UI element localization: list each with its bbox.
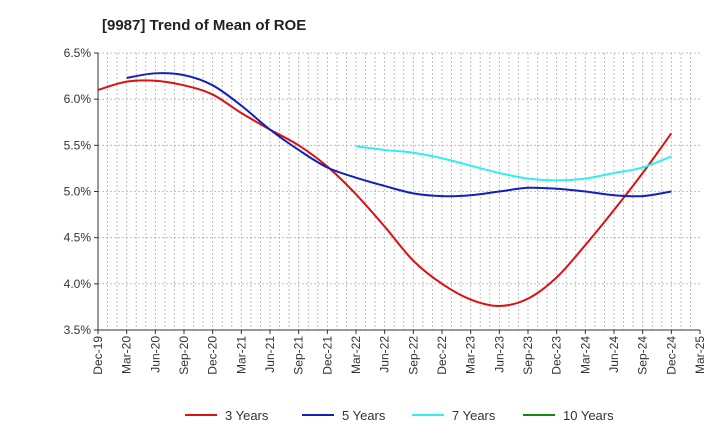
y-axis-ticks: 6.5% 6.0% 5.5% 5.0% 4.5% 4.0% 3.5% (64, 46, 98, 337)
x-tick-label: Sep-22 (406, 336, 420, 375)
y-tick-label: 5.5% (64, 138, 92, 152)
y-tick-label: 5.0% (64, 185, 92, 199)
legend: 3 Years 5 Years 7 Years 10 Years (185, 408, 614, 423)
y-tick-label: 4.5% (64, 231, 92, 245)
x-tick-label: Dec-24 (664, 336, 678, 375)
y-tick-label: 6.5% (64, 46, 92, 60)
x-tick-label: Mar-20 (120, 336, 134, 374)
x-tick-label: Dec-21 (320, 336, 334, 375)
x-tick-label: Dec-22 (435, 336, 449, 375)
legend-item-3: 10 Years (523, 408, 614, 423)
series-lines (97, 72, 673, 307)
chart-title: [9987] Trend of Mean of ROE (102, 17, 306, 34)
x-tick-label: Dec-19 (91, 336, 105, 375)
x-tick-label: Sep-23 (521, 336, 535, 375)
x-tick-label: Jun-24 (607, 336, 621, 373)
x-tick-label: Mar-22 (349, 336, 363, 374)
series-line-2 (355, 145, 672, 182)
legend-label: 5 Years (342, 408, 386, 423)
x-tick-label: Sep-20 (177, 336, 191, 375)
x-tick-label: Jun-20 (148, 336, 162, 373)
y-tick-label: 6.0% (64, 92, 92, 106)
legend-label: 10 Years (563, 408, 614, 423)
x-tick-label: Sep-24 (636, 336, 650, 375)
x-tick-label: Mar-24 (578, 336, 592, 374)
x-tick-label: Dec-23 (550, 336, 564, 375)
x-tick-label: Mar-25 (693, 336, 707, 374)
x-axis-ticks: Dec-19 Mar-20 Jun-20 Sep-20 Dec-20 Mar-21 Jun-… (91, 330, 707, 375)
y-tick-label: 3.5% (64, 323, 92, 337)
legend-item-2: 7 Years (412, 408, 496, 423)
legend-item-1: 5 Years (302, 408, 386, 423)
legend-item-0: 3 Years (185, 408, 269, 423)
series-line-0 (97, 79, 673, 307)
grid (98, 52, 700, 330)
y-tick-label: 4.0% (64, 277, 92, 291)
x-tick-label: Sep-21 (292, 336, 306, 375)
x-tick-label: Mar-21 (234, 336, 248, 374)
legend-label: 7 Years (452, 408, 496, 423)
x-tick-label: Dec-20 (206, 336, 220, 375)
x-tick-label: Jun-22 (378, 336, 392, 373)
x-tick-label: Jun-21 (263, 336, 277, 373)
x-tick-label: Jun-23 (492, 336, 506, 373)
x-tick-label: Mar-23 (464, 336, 478, 374)
legend-label: 3 Years (225, 408, 269, 423)
series-line-1 (126, 72, 672, 198)
